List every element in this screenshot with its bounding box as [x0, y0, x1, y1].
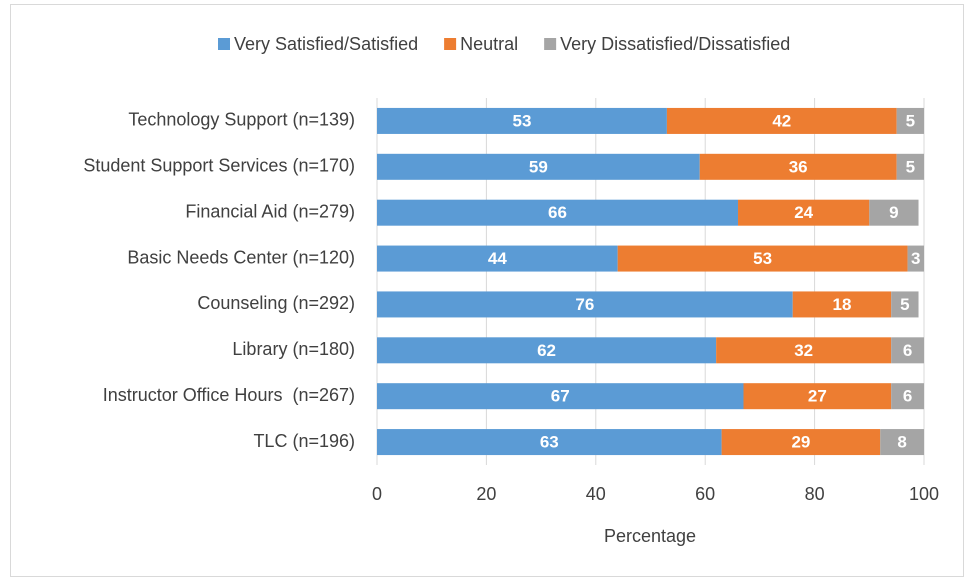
bar-segment [377, 337, 717, 364]
data-label: 27 [808, 387, 827, 406]
x-tick-label: 100 [909, 484, 939, 504]
legend-label: Very Satisfied/Satisfied [234, 34, 418, 54]
bar-segment [617, 245, 908, 272]
y-tick-label: TLC (n=196) [253, 431, 355, 451]
data-label: 8 [897, 433, 906, 452]
legend-swatch [218, 38, 230, 50]
data-label: 36 [789, 157, 808, 176]
bar-segment [869, 199, 919, 226]
bar-segment [743, 383, 892, 410]
chart-border [10, 4, 964, 577]
x-tick-label: 40 [586, 484, 606, 504]
bar-segment [377, 199, 739, 226]
legend-swatch [544, 38, 557, 50]
data-label: 5 [906, 157, 915, 176]
data-label: 62 [537, 341, 556, 360]
data-label: 24 [794, 203, 813, 222]
data-label: 6 [903, 341, 912, 360]
data-label: 53 [512, 111, 531, 130]
y-tick-label: Instructor Office Hours (n=267) [103, 385, 355, 405]
bar-segment [891, 291, 919, 318]
bar-segment [880, 429, 924, 456]
bar-segment [907, 245, 924, 272]
bar-segment [377, 245, 618, 272]
bar-segment [377, 291, 793, 318]
y-tick-label: Basic Needs Center (n=120) [127, 247, 355, 267]
data-label: 3 [911, 249, 920, 268]
data-label: 18 [832, 295, 851, 314]
data-label: 6 [903, 387, 912, 406]
y-tick-label: Technology Support (n=139) [128, 110, 355, 130]
x-tick-label: 80 [805, 484, 825, 504]
x-axis-title: Percentage [604, 526, 696, 546]
bar-segment [721, 429, 881, 456]
y-tick-label: Library (n=180) [232, 339, 355, 359]
bar-segment [792, 291, 892, 318]
y-tick-label: Financial Aid (n=279) [185, 201, 355, 221]
bar-segment [896, 153, 924, 180]
data-label: 9 [889, 203, 898, 222]
data-label: 5 [906, 111, 915, 130]
bar-segment [896, 107, 924, 134]
data-label: 63 [540, 433, 559, 452]
data-label: 5 [900, 295, 909, 314]
data-label: 29 [791, 433, 810, 452]
bar-segment [891, 383, 924, 410]
x-tick-label: 0 [372, 484, 382, 504]
y-tick-label: Counseling (n=292) [197, 293, 355, 313]
bar-segment [666, 107, 897, 134]
data-label: 76 [575, 295, 594, 314]
legend-label: Very Dissatisfied/Dissatisfied [560, 34, 790, 54]
data-label: 59 [529, 157, 548, 176]
bar-segment [377, 429, 722, 456]
data-label: 53 [753, 249, 772, 268]
data-label: 44 [488, 249, 507, 268]
y-tick-label: Student Support Services (n=170) [83, 156, 355, 176]
bar-segment [377, 383, 744, 410]
data-label: 32 [794, 341, 813, 360]
bar-segment [891, 337, 924, 364]
bar-segment [738, 199, 870, 226]
data-label: 42 [772, 111, 791, 130]
bar-segment [716, 337, 892, 364]
data-label: 66 [548, 203, 567, 222]
legend-label: Neutral [460, 34, 518, 54]
x-tick-label: 60 [695, 484, 715, 504]
x-tick-label: 20 [476, 484, 496, 504]
legend-swatch [444, 38, 457, 50]
bar-segment [377, 107, 667, 134]
data-label: 67 [551, 387, 570, 406]
bar-segment [699, 153, 897, 180]
bar-segment [377, 153, 700, 180]
